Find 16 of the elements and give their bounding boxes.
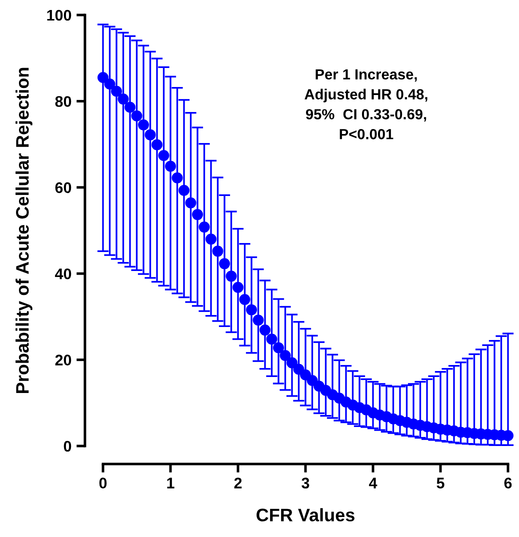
y-tick-label: 40	[54, 268, 72, 280]
y-tick-label: 20	[55, 354, 72, 366]
x-tick-label: 6	[504, 478, 512, 488]
x-tick-label: 3	[302, 478, 310, 488]
y-tick-label: 100	[47, 10, 72, 21]
x-tick-label: 0	[99, 478, 107, 488]
x-tick-label: 1	[167, 478, 174, 488]
x-tick-label: 5	[436, 478, 444, 488]
annotation: Per 1 Increase, Adjusted HR 0.48, 95% CI 0.33-0.69, P<0.001	[304, 69, 428, 140]
y-tick-label: 0	[64, 440, 72, 452]
y-tick-label: 60	[55, 182, 72, 194]
x-axis-title: CFR Values	[256, 508, 354, 522]
y-axis-title: Probability of Acute Cellular Rejection	[16, 68, 32, 393]
x-tick-label: 2	[234, 478, 242, 488]
y-tick-label: 80	[55, 96, 72, 107]
x-tick-label: 4	[368, 478, 378, 488]
